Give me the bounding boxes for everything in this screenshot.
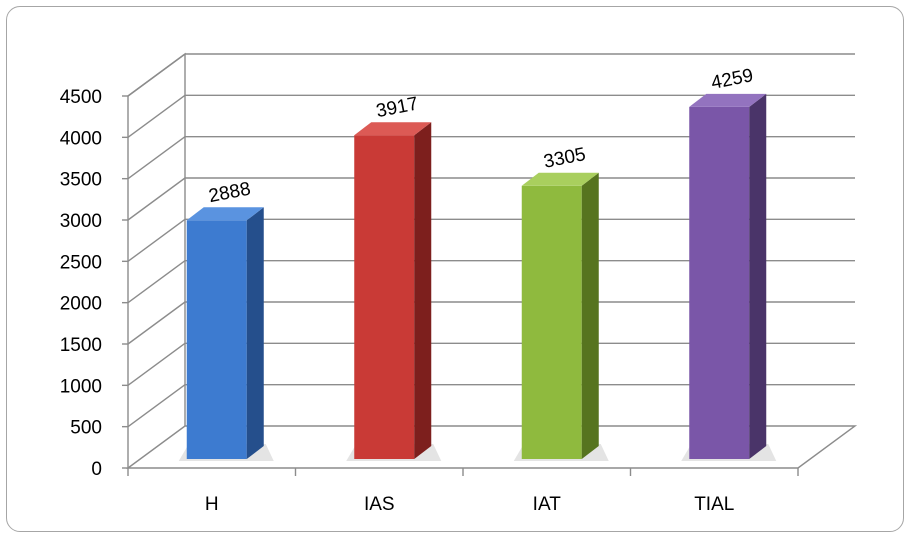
gridline-diagonal [127,94,186,138]
gridline-diagonal [127,260,186,304]
data-label: 3305 [542,144,588,173]
y-tick-label: 1000 [60,376,102,397]
bar-iat [521,185,582,459]
x-tick-label: IAT [533,494,562,515]
x-tick-label: TIAL [694,494,734,515]
y-tick-label: 4500 [60,87,102,108]
gridline-diagonal [127,177,186,221]
bar-side [581,172,599,459]
bar-h [186,220,247,459]
bars [178,93,777,461]
bar-top [186,207,264,221]
bar-top [689,93,767,107]
data-label: 4259 [709,65,755,94]
data-label: 3917 [374,93,420,122]
bar-tial [689,106,750,459]
gridline-diagonal [127,301,186,345]
gridline-diagonal [127,53,186,97]
y-tick-label: 3500 [60,170,102,191]
y-tick-label: 4000 [60,128,102,149]
y-tick-label: 2500 [60,252,102,273]
y-tick-label: 0 [91,459,102,480]
bar-top [521,172,599,186]
y-tick-label: 2000 [60,294,102,315]
bar-side [749,93,767,459]
bar-side [246,207,264,459]
y-tick-label: 3000 [60,211,102,232]
bar-top [354,122,432,136]
x-tick-label: H [205,494,219,515]
floor [125,425,858,469]
x-tick-label: IAS [364,494,395,515]
y-tick-label: 1500 [60,335,102,356]
y-axis: 0 500 1000 1500 2000 2500 3000 3500 4000 4500 [60,87,129,480]
gridline-diagonal [127,384,186,428]
bar-ias [354,135,415,459]
gridline-diagonal [127,136,186,180]
gridline-diagonal [127,342,186,386]
bar-side [414,122,432,459]
gridline-diagonal [127,218,186,262]
y-tick-label: 500 [70,418,102,439]
x-axis: H IAS IAT TIAL [127,468,799,515]
data-label: 2888 [207,179,253,208]
